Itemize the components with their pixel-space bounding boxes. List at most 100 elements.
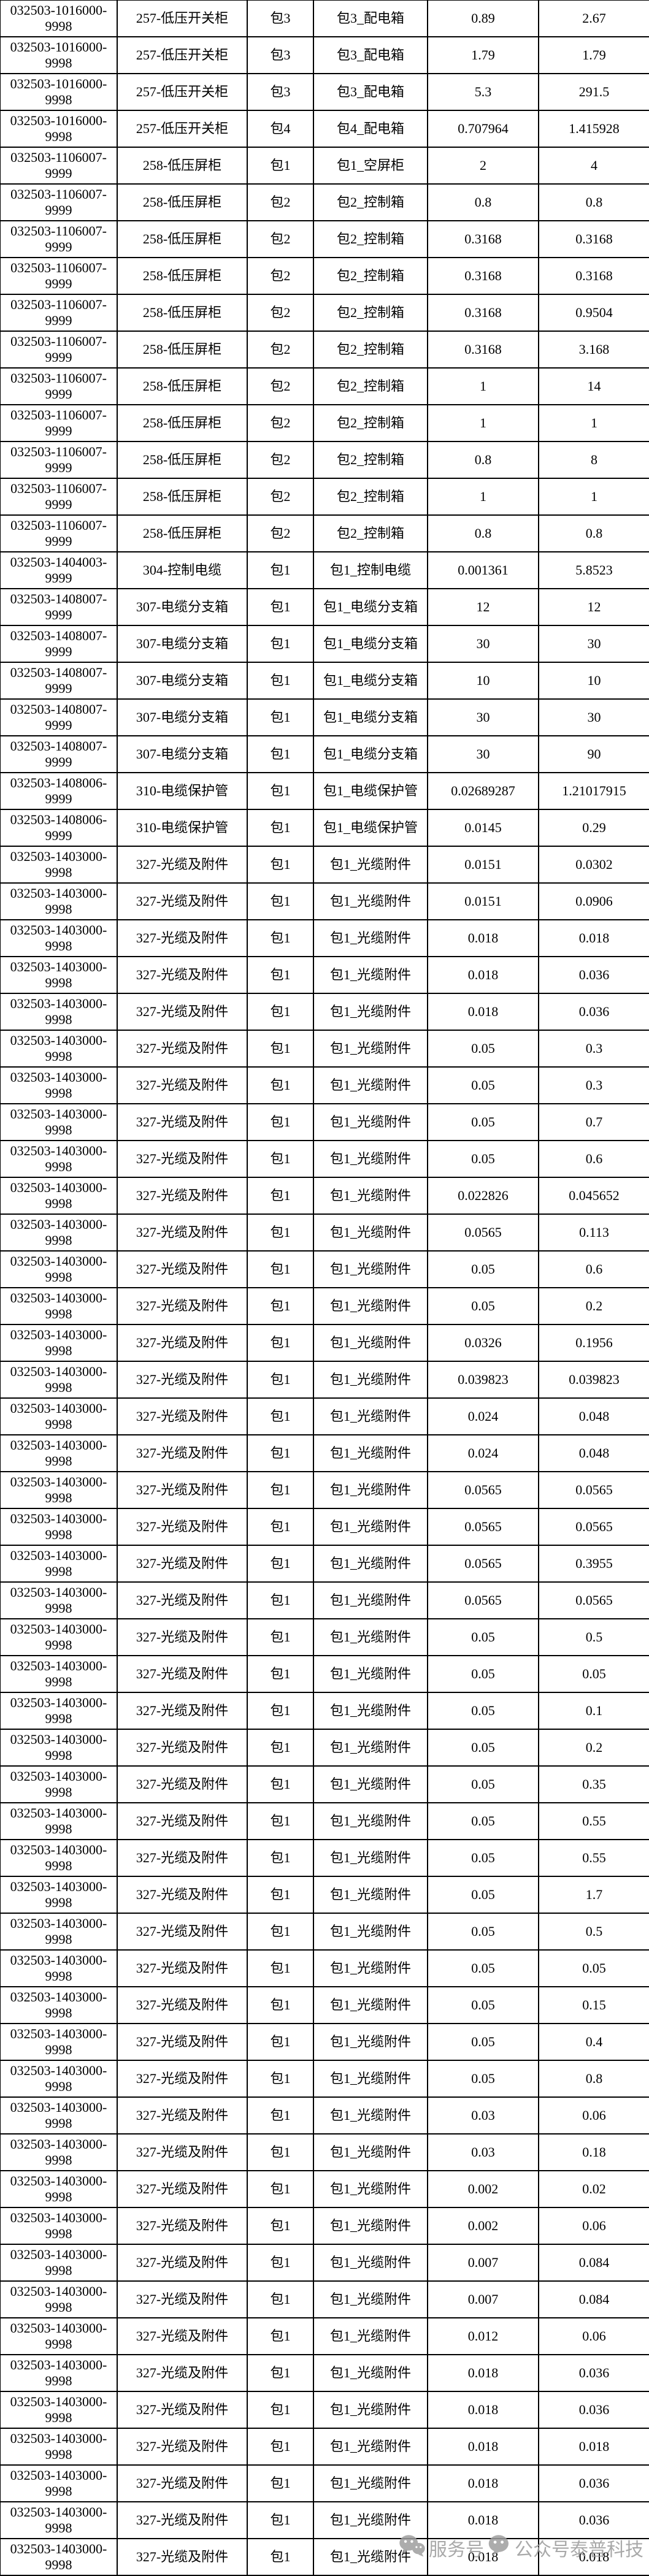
cell-value-2: 0.045652: [538, 1177, 649, 1215]
table-row: 032503-1408006-9999 310-电缆保护管 包1 包1_电缆保护…: [0, 809, 649, 847]
table-row: 032503-1403000-9998 327-光缆及附件 包1 包1_光缆附件…: [0, 882, 649, 920]
cell-material-code: 032503-1403000-9998: [0, 1581, 118, 1619]
cell-value-1: 0.022826: [427, 1177, 539, 1215]
cell-material-code: 032503-1403000-9998: [0, 1103, 118, 1141]
cell-value-2: 1: [538, 404, 649, 442]
cell-material-code: 032503-1403000-9998: [0, 2354, 118, 2392]
cell-value-2: 12: [538, 588, 649, 626]
table-row: 032503-1106007-9999 258-低压屏柜 包2 包2_控制箱 0…: [0, 220, 649, 258]
cell-package-item: 包1_光缆附件: [313, 2133, 428, 2171]
cell-value-2: 1.415928: [538, 110, 649, 148]
cell-material-name: 327-光缆及附件: [117, 2096, 248, 2135]
cell-material-code: 032503-1403000-9998: [0, 1692, 118, 1730]
cell-value-2: 0.018: [538, 919, 649, 957]
cell-value-2: 14: [538, 367, 649, 405]
cell-material-name: 327-光缆及附件: [117, 2170, 248, 2208]
cell-material-name: 327-光缆及附件: [117, 882, 248, 920]
cell-package-item: 包1_电缆保护管: [313, 809, 428, 847]
cell-value-2: 0.3168: [538, 220, 649, 258]
cell-package: 包1: [247, 2207, 314, 2245]
cell-value-1: 0.0151: [427, 846, 539, 884]
table-row: 032503-1403000-9998 327-光缆及附件 包1 包1_光缆附件…: [0, 2133, 649, 2171]
cell-value-1: 0.0565: [427, 1508, 539, 1546]
cell-package: 包1: [247, 1140, 314, 1178]
cell-package: 包2: [247, 220, 314, 258]
cell-material-name: 327-光缆及附件: [117, 1471, 248, 1509]
cell-package-item: 包2_控制箱: [313, 367, 428, 405]
table-row: 032503-1403000-9998 327-光缆及附件 包1 包1_光缆附件…: [0, 993, 649, 1031]
cell-material-name: 327-光缆及附件: [117, 1434, 248, 1472]
cell-value-2: 0.55: [538, 1802, 649, 1840]
cell-value-1: 0.3168: [427, 220, 539, 258]
cell-value-2: 0.036: [538, 993, 649, 1031]
cell-package: 包1: [247, 1802, 314, 1840]
cell-package: 包1: [247, 551, 314, 589]
cell-material-code: 032503-1403000-9998: [0, 2023, 118, 2061]
cell-package: 包2: [247, 294, 314, 332]
cell-package: 包1: [247, 2428, 314, 2466]
table-row: 032503-1403000-9998 327-光缆及附件 包1 包1_光缆附件…: [0, 1913, 649, 1951]
table-row: 032503-1403000-9998 327-光缆及附件 包1 包1_光缆附件…: [0, 2244, 649, 2282]
cell-value-2: 0.5: [538, 1618, 649, 1656]
cell-package-item: 包1_光缆附件: [313, 2354, 428, 2392]
cell-material-code: 032503-1403000-9998: [0, 2538, 118, 2576]
cell-material-name: 327-光缆及附件: [117, 1508, 248, 1546]
cell-material-name: 327-光缆及附件: [117, 1986, 248, 2024]
cell-material-name: 258-低压屏柜: [117, 294, 248, 332]
cell-material-code: 032503-1403000-9998: [0, 1250, 118, 1288]
cell-value-1: 0.05: [427, 1765, 539, 1803]
cell-material-code: 032503-1403000-9998: [0, 882, 118, 920]
cell-material-code: 032503-1403000-9998: [0, 1030, 118, 1068]
cell-material-name: 327-光缆及附件: [117, 2280, 248, 2318]
cell-package: 包1: [247, 2060, 314, 2098]
cell-material-code: 032503-1403000-9998: [0, 1876, 118, 1914]
cell-value-2: 3.168: [538, 331, 649, 369]
cell-material-name: 258-低压屏柜: [117, 331, 248, 369]
cell-value-2: 10: [538, 662, 649, 700]
table-row: 032503-1403000-9998 327-光缆及附件 包1 包1_光缆附件…: [0, 919, 649, 957]
cell-package-item: 包1_光缆附件: [313, 1729, 428, 1767]
table-row: 032503-1106007-9999 258-低压屏柜 包2 包2_控制箱 0…: [0, 514, 649, 552]
cell-value-1: 0.05: [427, 2060, 539, 2098]
table-row: 032503-1016000-9998 257-低压开关柜 包3 包3_配电箱 …: [0, 0, 649, 37]
cell-value-2: 0.048: [538, 1397, 649, 1435]
table-row: 032503-1016000-9998 257-低压开关柜 包3 包3_配电箱 …: [0, 36, 649, 74]
cell-package-item: 包1_光缆附件: [313, 1692, 428, 1730]
cell-package-item: 包2_控制箱: [313, 514, 428, 552]
cell-material-code: 032503-1403000-9998: [0, 1287, 118, 1325]
cell-value-1: 0.007: [427, 2244, 539, 2282]
cell-value-2: 0.036: [538, 2391, 649, 2429]
cell-package-item: 包1_光缆附件: [313, 1471, 428, 1509]
cell-material-code: 032503-1403000-9998: [0, 2317, 118, 2355]
cell-package-item: 包1_光缆附件: [313, 1839, 428, 1877]
cell-material-name: 258-低压屏柜: [117, 404, 248, 442]
cell-value-1: 2: [427, 147, 539, 185]
cell-value-2: 0.0906: [538, 882, 649, 920]
cell-material-code: 032503-1403000-9998: [0, 2133, 118, 2171]
cell-package-item: 包3_配电箱: [313, 36, 428, 74]
cell-value-1: 0.0565: [427, 1213, 539, 1252]
cell-value-2: 0.084: [538, 2244, 649, 2282]
cell-material-name: 257-低压开关柜: [117, 110, 248, 148]
table-row: 032503-1403000-9998 327-光缆及附件 包1 包1_光缆附件…: [0, 1066, 649, 1104]
cell-package-item: 包1_光缆附件: [313, 1397, 428, 1435]
cell-package-item: 包1_光缆附件: [313, 1250, 428, 1288]
cell-material-name: 327-光缆及附件: [117, 1802, 248, 1840]
cell-value-1: 0.05: [427, 1692, 539, 1730]
cell-material-code: 032503-1106007-9999: [0, 478, 118, 516]
cell-value-1: 0.018: [427, 2428, 539, 2466]
cell-material-name: 327-光缆及附件: [117, 1140, 248, 1178]
cell-material-name: 304-控制电缆: [117, 551, 248, 589]
cell-value-2: 0.036: [538, 2354, 649, 2392]
cell-value-1: 0.05: [427, 1140, 539, 1178]
cell-package-item: 包1_光缆附件: [313, 1030, 428, 1068]
cell-material-code: 032503-1016000-9998: [0, 73, 118, 111]
table-row: 032503-1403000-9998 327-光缆及附件 包1 包1_光缆附件…: [0, 2060, 649, 2098]
table-row: 032503-1106007-9999 258-低压屏柜 包2 包2_控制箱 0…: [0, 441, 649, 479]
cell-value-2: 1.7: [538, 1876, 649, 1914]
cell-value-1: 0.02689287: [427, 772, 539, 810]
cell-material-name: 327-光缆及附件: [117, 1324, 248, 1362]
cell-package-item: 包1_光缆附件: [313, 1876, 428, 1914]
cell-value-1: 0.3168: [427, 257, 539, 295]
cell-material-name: 327-光缆及附件: [117, 1066, 248, 1104]
